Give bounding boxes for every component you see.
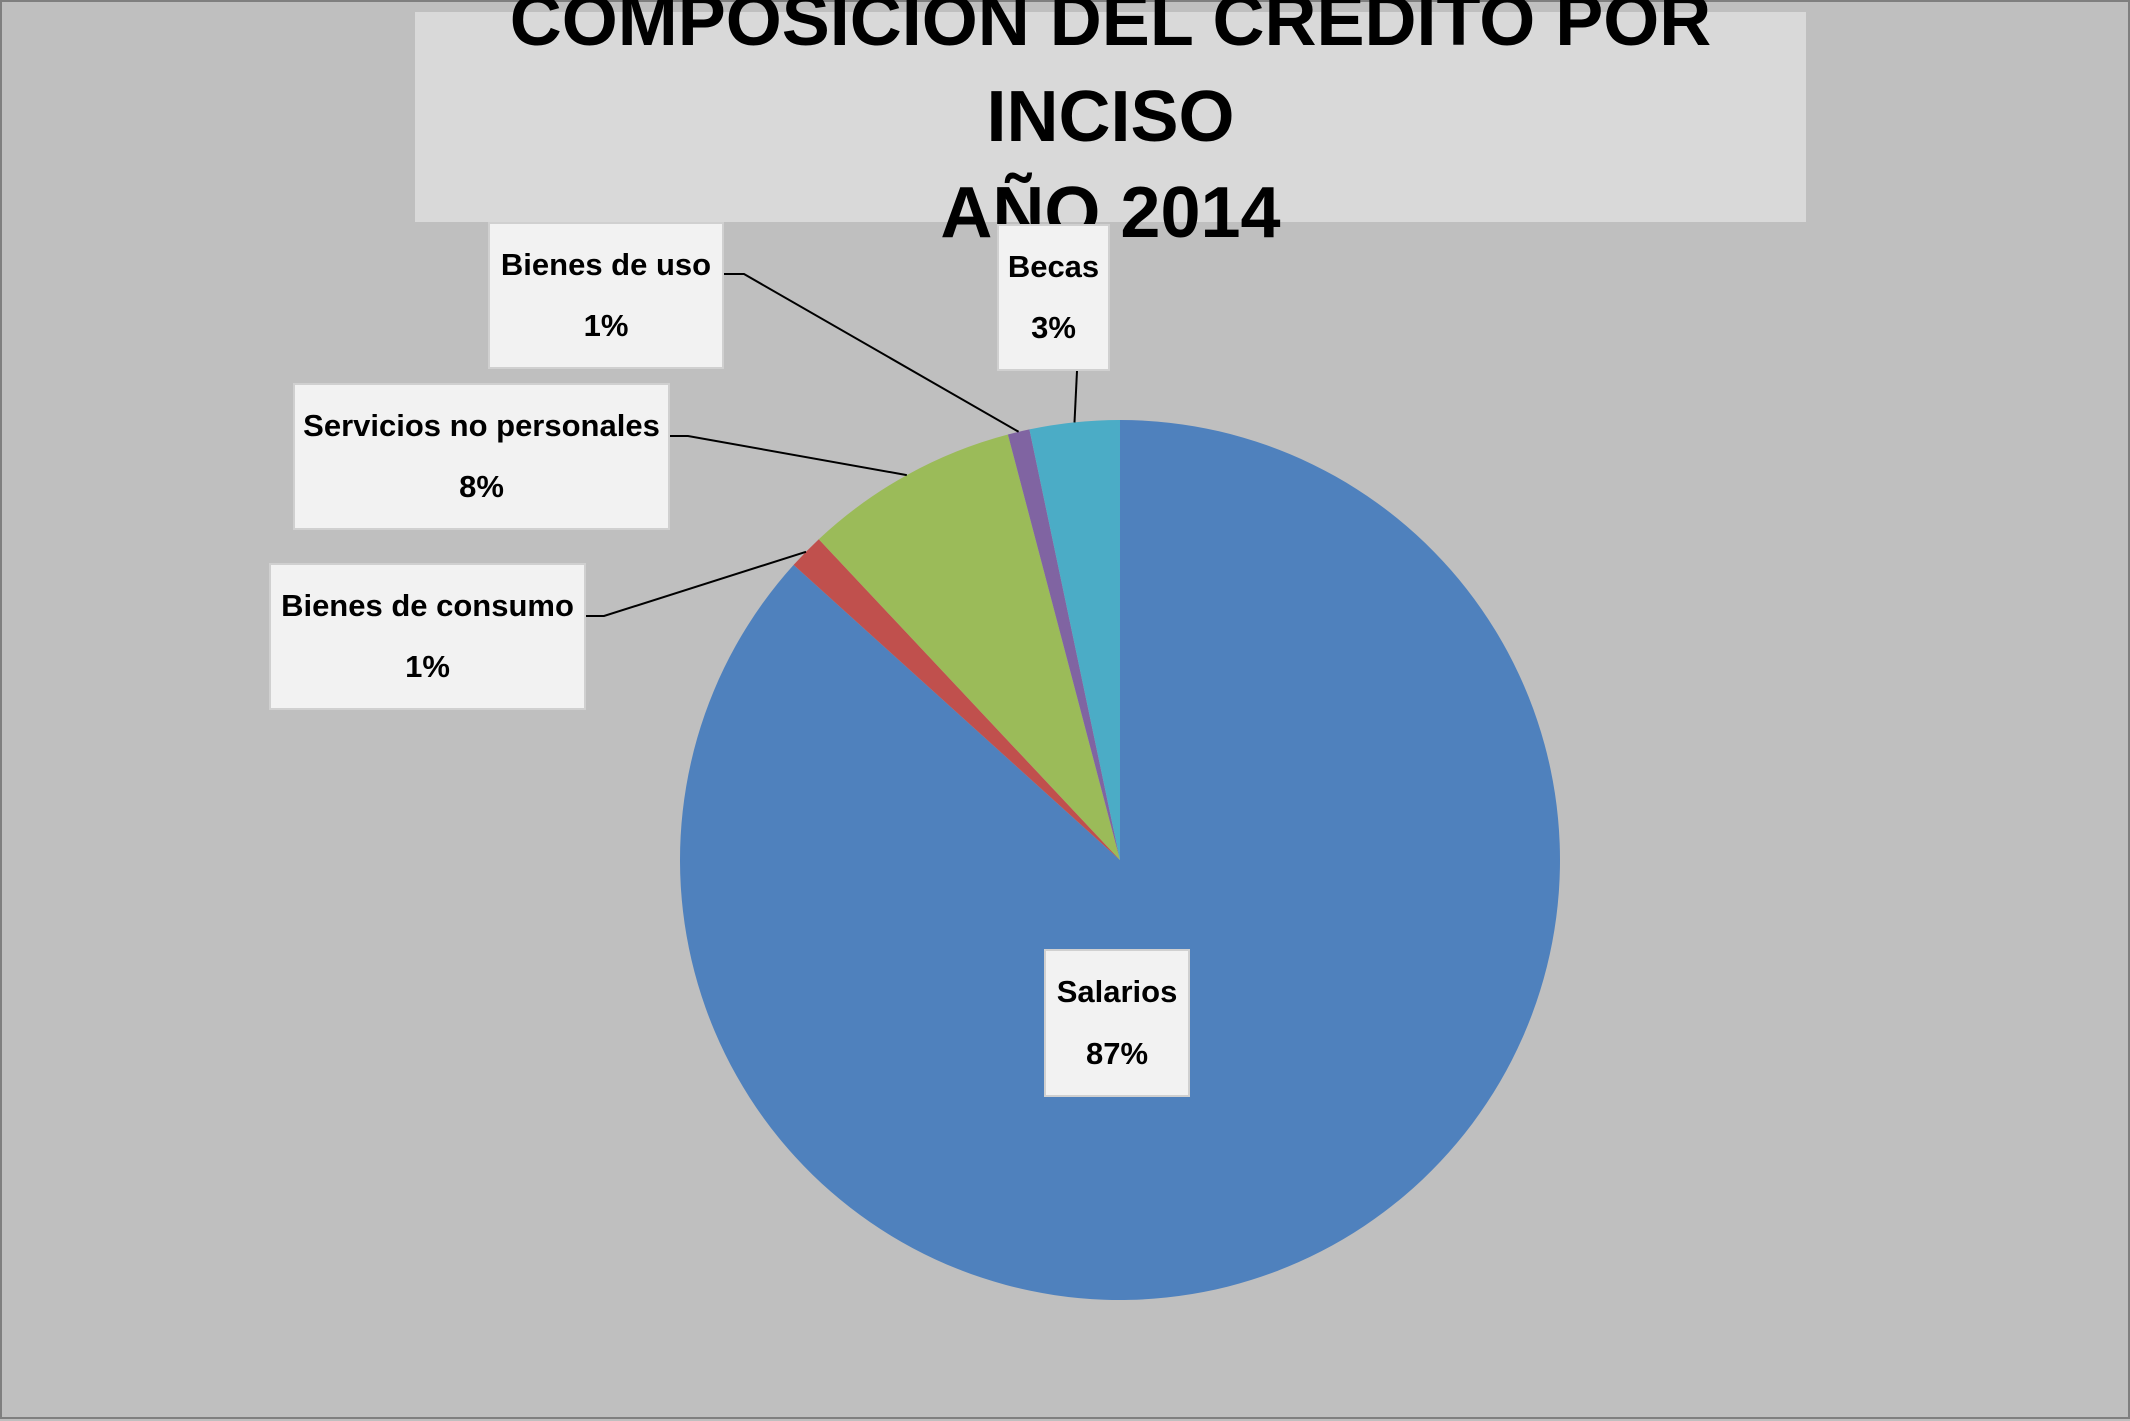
chart-title-line2: AÑO 2014 [940, 173, 1281, 253]
leader-line-becas [1073, 370, 1078, 423]
leader-line-bienes-de-uso [724, 273, 1020, 433]
chart-title-line1: COMPOSICIÓN DEL CRÉDITO POR INCISO [509, 0, 1712, 157]
data-label-percent: 3% [1031, 310, 1076, 346]
leader-line-bienes-de-consumo [586, 550, 807, 617]
pie-slice-becas [1029, 420, 1120, 860]
pie-slice-bienes-de-consumo [793, 539, 1120, 860]
data-label-percent: 8% [459, 469, 504, 505]
leader-lines [586, 273, 1078, 617]
data-label-percent: 1% [405, 649, 450, 685]
pie-slice-servicios-no-personales [818, 434, 1120, 860]
data-label-name: Bienes de consumo [281, 587, 574, 623]
data-label-name: Becas [1007, 248, 1100, 284]
data-label-name: Servicios no personales [303, 407, 660, 443]
data-label-salarios: Salarios 87% [1044, 949, 1190, 1097]
data-label-servicios-no-personales: Servicios no personales 8% [293, 383, 670, 530]
data-label-bienes-de-uso: Bienes de uso 1% [488, 222, 724, 369]
chart-title: COMPOSICIÓN DEL CRÉDITO POR INCISO AÑO 2… [415, 0, 1806, 253]
data-label-becas: Becas 3% [997, 224, 1110, 371]
data-label-percent: 87% [1085, 1036, 1149, 1071]
data-label-bienes-de-consumo: Bienes de consumo 1% [269, 563, 586, 710]
data-label-percent: 1% [583, 308, 629, 344]
pie-slices [679, 420, 1560, 1300]
pie-slice-bienes-de-uso [1007, 429, 1120, 860]
data-label-name: Salarios [1056, 974, 1178, 1009]
data-label-name: Bienes de uso [500, 246, 712, 282]
pie-slice-salarios [679, 420, 1560, 1300]
leader-line-servicios-no-personales [670, 435, 907, 477]
